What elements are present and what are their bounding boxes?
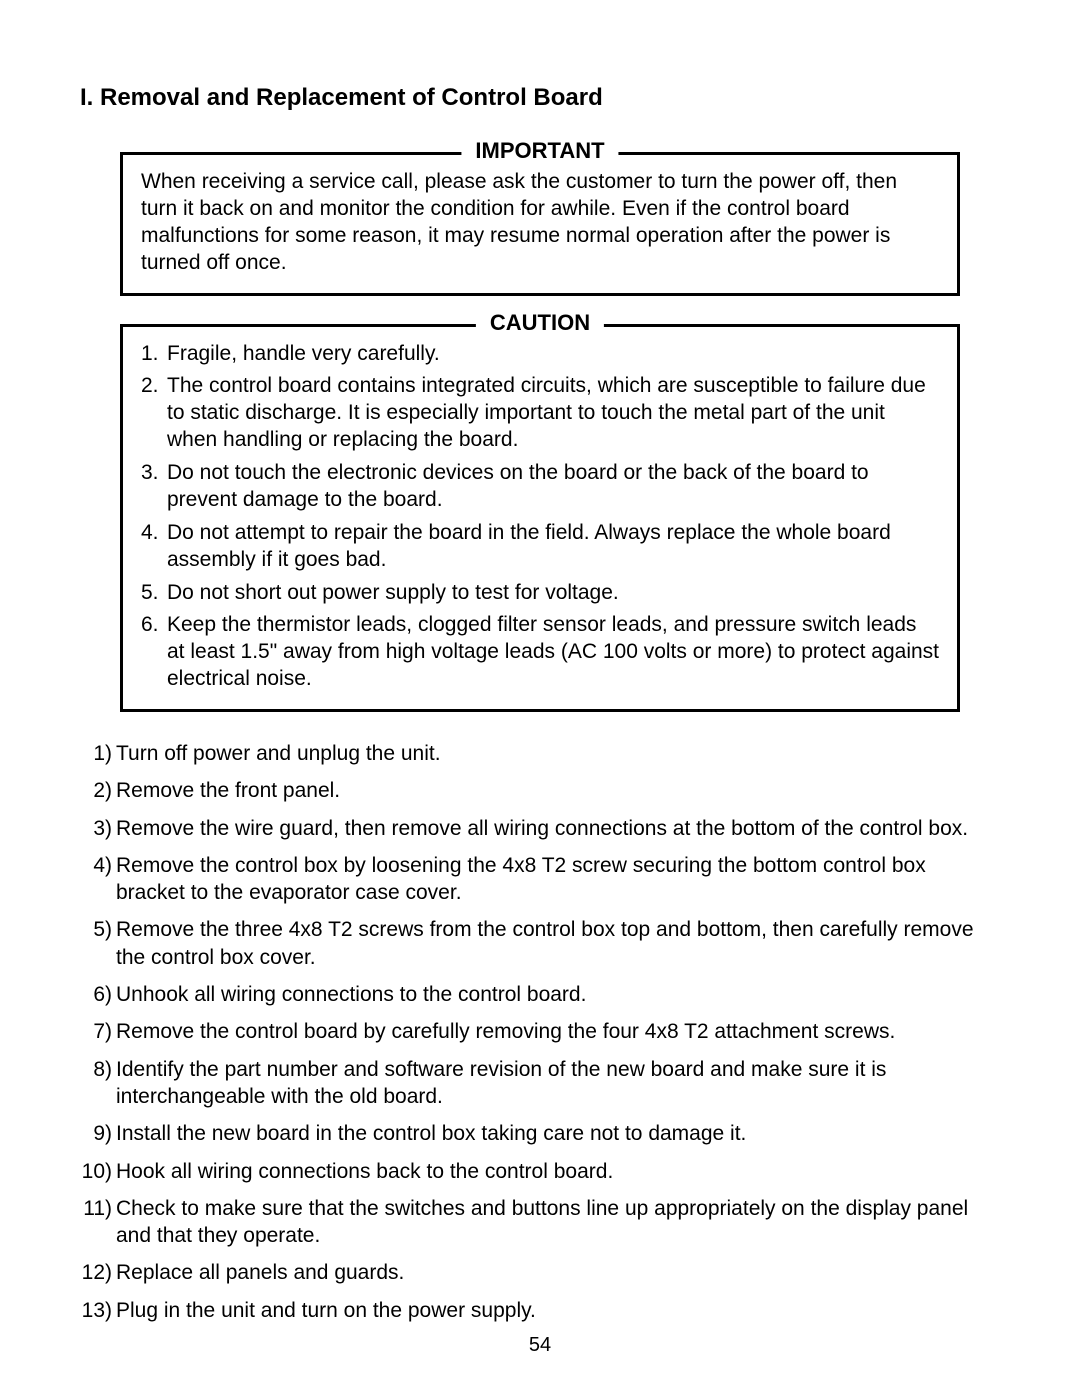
page: I. Removal and Replacement of Control Bo…	[0, 0, 1080, 1397]
step-text: Hook all wiring connections back to the …	[116, 1160, 613, 1183]
caution-item-num: 5.	[141, 580, 167, 607]
caution-item-num: 2.	[141, 373, 167, 400]
step-text: Remove the front panel.	[116, 779, 340, 802]
step-text: Remove the three 4x8 T2 screws from the …	[116, 918, 974, 968]
step-num: 11)	[80, 1195, 112, 1222]
step-text: Turn off power and unplug the unit.	[116, 742, 441, 765]
step-num: 1)	[80, 740, 112, 767]
caution-item-text: Keep the thermistor leads, clogged filte…	[167, 613, 939, 690]
step-num: 13)	[80, 1297, 112, 1324]
caution-item: 2.The control board contains integrated …	[141, 373, 939, 454]
caution-item: 3.Do not touch the electronic devices on…	[141, 460, 939, 514]
step-num: 12)	[80, 1259, 112, 1286]
caution-item-num: 4.	[141, 520, 167, 547]
important-body: When receiving a service call, please as…	[141, 169, 939, 277]
caution-item-num: 1.	[141, 341, 167, 368]
step: 12)Replace all panels and guards.	[80, 1259, 1000, 1286]
caution-legend: CAUTION	[476, 312, 604, 334]
step-text: Plug in the unit and turn on the power s…	[116, 1299, 536, 1322]
caution-item-text: The control board contains integrated ci…	[167, 374, 926, 451]
step-num: 2)	[80, 777, 112, 804]
step: 8)Identify the part number and software …	[80, 1056, 1000, 1111]
caution-item-text: Do not touch the electronic devices on t…	[167, 461, 869, 511]
step-num: 5)	[80, 916, 112, 943]
procedure-steps: 1)Turn off power and unplug the unit. 2)…	[80, 740, 1000, 1324]
step-text: Identify the part number and software re…	[116, 1058, 886, 1108]
step-num: 3)	[80, 815, 112, 842]
step-num: 4)	[80, 852, 112, 879]
caution-item-text: Do not short out power supply to test fo…	[167, 581, 619, 604]
step-num: 10)	[80, 1158, 112, 1185]
caution-item: 5.Do not short out power supply to test …	[141, 580, 939, 607]
step-text: Remove the control board by carefully re…	[116, 1020, 895, 1043]
important-box: IMPORTANT When receiving a service call,…	[120, 152, 960, 296]
step: 3)Remove the wire guard, then remove all…	[80, 815, 1000, 842]
step-num: 9)	[80, 1120, 112, 1147]
step-num: 6)	[80, 981, 112, 1008]
step: 11)Check to make sure that the switches …	[80, 1195, 1000, 1250]
step: 6)Unhook all wiring connections to the c…	[80, 981, 1000, 1008]
caution-list: 1.Fragile, handle very carefully. 2.The …	[141, 341, 939, 694]
important-legend: IMPORTANT	[461, 140, 618, 162]
step-text: Unhook all wiring connections to the con…	[116, 983, 586, 1006]
page-number: 54	[0, 1334, 1080, 1357]
caution-item-text: Do not attempt to repair the board in th…	[167, 521, 891, 571]
step-num: 7)	[80, 1018, 112, 1045]
step-text: Remove the control box by loosening the …	[116, 854, 926, 904]
section-title: I. Removal and Replacement of Control Bo…	[80, 84, 1000, 112]
caution-item-num: 6.	[141, 612, 167, 639]
step-text: Replace all panels and guards.	[116, 1261, 404, 1284]
step: 4)Remove the control box by loosening th…	[80, 852, 1000, 907]
step: 1)Turn off power and unplug the unit.	[80, 740, 1000, 767]
step: 13)Plug in the unit and turn on the powe…	[80, 1297, 1000, 1324]
step: 5)Remove the three 4x8 T2 screws from th…	[80, 916, 1000, 971]
step-text: Install the new board in the control box…	[116, 1122, 746, 1145]
caution-box: CAUTION 1.Fragile, handle very carefully…	[120, 324, 960, 713]
caution-item: 1.Fragile, handle very carefully.	[141, 341, 939, 368]
step: 2)Remove the front panel.	[80, 777, 1000, 804]
caution-item: 4.Do not attempt to repair the board in …	[141, 520, 939, 574]
caution-item-text: Fragile, handle very carefully.	[167, 342, 440, 365]
step: 7)Remove the control board by carefully …	[80, 1018, 1000, 1045]
step: 10)Hook all wiring connections back to t…	[80, 1158, 1000, 1185]
step-text: Check to make sure that the switches and…	[116, 1197, 968, 1247]
step: 9)Install the new board in the control b…	[80, 1120, 1000, 1147]
step-num: 8)	[80, 1056, 112, 1083]
caution-item-num: 3.	[141, 460, 167, 487]
step-text: Remove the wire guard, then remove all w…	[116, 817, 968, 840]
caution-item: 6.Keep the thermistor leads, clogged fil…	[141, 612, 939, 693]
